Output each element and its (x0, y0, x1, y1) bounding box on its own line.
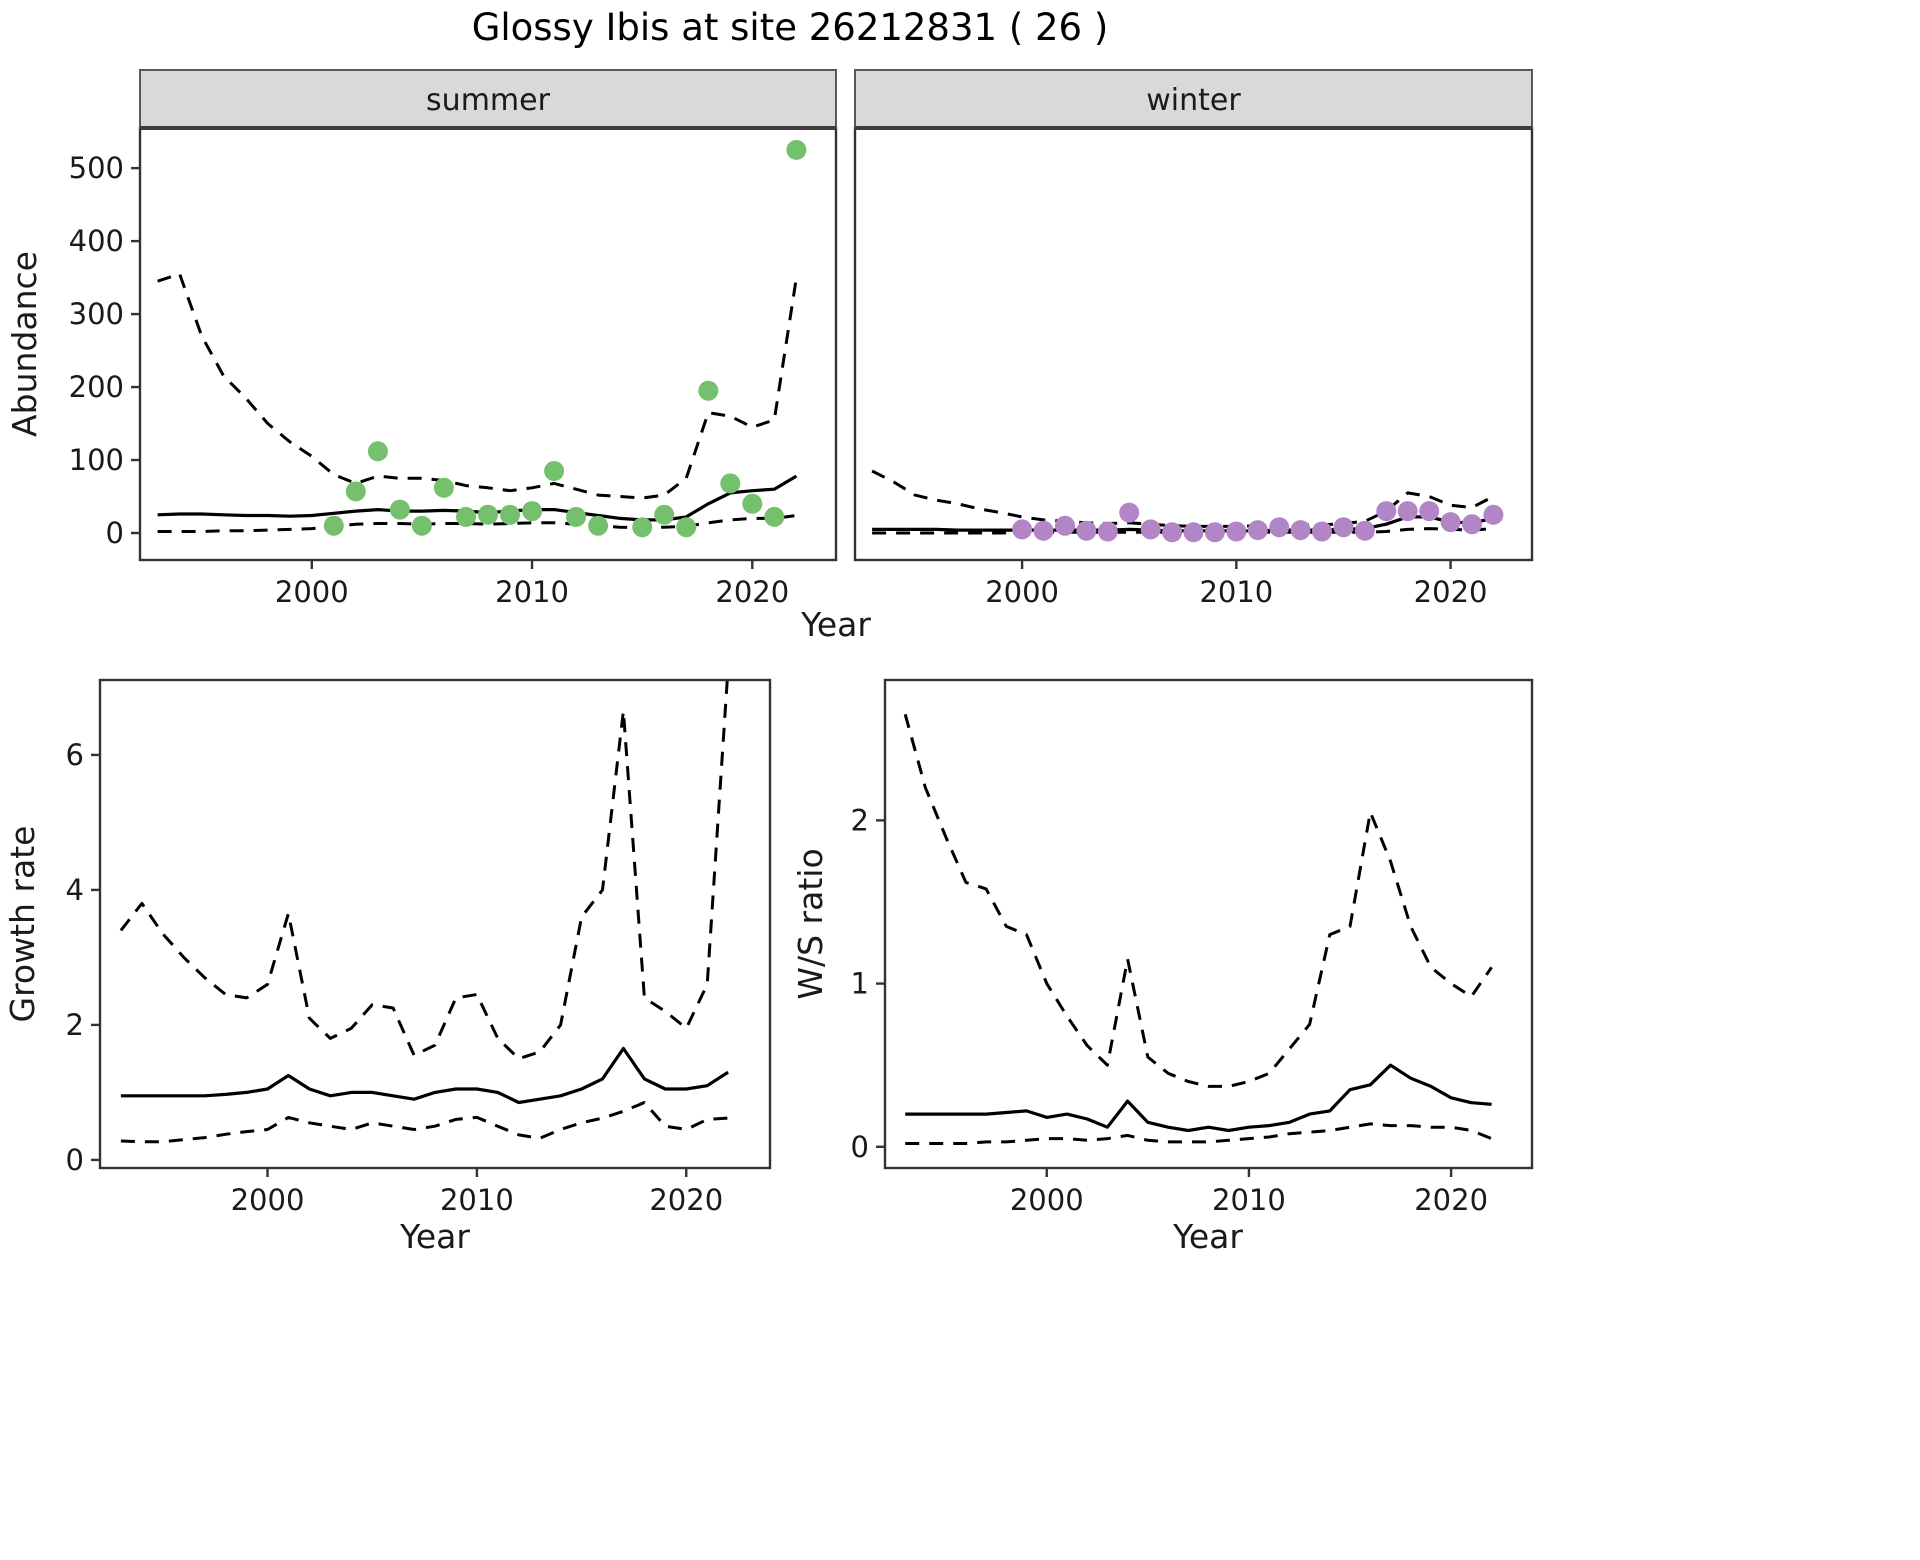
observation-point (345, 481, 366, 502)
observation-point (367, 441, 388, 462)
fit-line (905, 1063, 1492, 1133)
observation-point (1226, 521, 1247, 542)
ci-lower-line (120, 1101, 729, 1144)
y-tick-label: 100 (69, 443, 124, 477)
y-tick-label: 300 (69, 297, 124, 331)
fit-line (872, 515, 1494, 533)
observation-point (500, 504, 520, 525)
observation-point (588, 515, 609, 536)
observation-point (1140, 519, 1161, 540)
observation-point (742, 493, 763, 514)
facet-strip (854, 69, 1533, 129)
y-axis-title: Abundance (5, 251, 44, 437)
panel-background (855, 128, 1532, 560)
observation-point (632, 517, 653, 538)
observation-point (1055, 515, 1075, 536)
observation-point (1397, 501, 1418, 522)
y-axis-title: W/S ratio (791, 848, 830, 999)
x-tick-label: 2010 (495, 575, 569, 609)
figure-title: Glossy Ibis at site 26212831 ( 26 ) (471, 6, 1109, 49)
x-tick-label: 2010 (440, 1183, 514, 1217)
panel-border (883, 678, 1534, 1170)
panel-border (98, 678, 772, 1170)
y-tick-label: 6 (66, 738, 84, 772)
fit-line (157, 474, 798, 522)
y-tick-label: 2 (66, 1008, 84, 1042)
facet-strip-label: winter (1146, 83, 1241, 118)
observation-point (544, 461, 565, 481)
observation-point (566, 506, 587, 527)
x-axis-title: Year (1172, 1217, 1243, 1256)
observation-point (676, 517, 697, 538)
observation-point (1419, 501, 1440, 522)
observation-point (1097, 521, 1118, 542)
observation-point (389, 499, 410, 520)
observation-point (1183, 522, 1204, 543)
observation-point (456, 506, 476, 527)
y-tick-label: 1 (851, 967, 869, 1001)
ci-lower-line (905, 1122, 1493, 1145)
ci-upper-line (119, 680, 729, 1061)
ci-lower-line (872, 527, 1494, 535)
ci-upper-line (157, 272, 798, 500)
x-tick-label: 2020 (1414, 575, 1488, 609)
observation-point (1312, 521, 1332, 542)
observation-point (1162, 522, 1183, 543)
x-tick-label: 2020 (649, 1183, 723, 1217)
observation-point (1204, 522, 1225, 543)
panel-background (885, 680, 1532, 1168)
x-tick-label: 2000 (231, 1183, 305, 1217)
observation-point (720, 473, 741, 494)
x-axis-title: Year (800, 605, 871, 644)
observation-point (478, 504, 498, 525)
x-tick-label: 2020 (1414, 1183, 1488, 1217)
observation-point (1290, 520, 1311, 541)
observation-point (1012, 519, 1033, 540)
observation-point (786, 139, 807, 160)
panel-background (140, 128, 836, 560)
observation-point (1354, 520, 1375, 541)
observation-point (522, 501, 543, 522)
y-tick-label: 200 (69, 370, 124, 404)
x-tick-label: 2000 (985, 575, 1059, 609)
observation-point (1269, 517, 1290, 538)
observation-point (764, 506, 785, 527)
observation-point (1462, 514, 1482, 535)
observation-point (1333, 517, 1354, 538)
x-tick-label: 2000 (275, 575, 349, 609)
observation-point (411, 515, 432, 536)
observation-point (654, 504, 675, 525)
x-tick-label: 2010 (1212, 1183, 1286, 1217)
y-tick-label: 4 (66, 873, 84, 907)
y-tick-label: 0 (106, 516, 124, 550)
y-tick-label: 500 (69, 151, 124, 185)
observation-point (1033, 520, 1054, 541)
y-tick-label: 0 (66, 1143, 84, 1177)
x-tick-label: 2000 (1010, 1183, 1084, 1217)
facet-strip-label: summer (426, 83, 551, 118)
fit-line (120, 1046, 729, 1105)
observation-point (1076, 520, 1097, 541)
y-tick-label: 400 (69, 224, 124, 258)
ci-upper-line (903, 713, 1493, 1088)
observation-point (1247, 520, 1268, 541)
y-tick-label: 0 (851, 1130, 869, 1164)
x-tick-label: 2020 (715, 575, 789, 609)
observation-point (1440, 512, 1461, 533)
y-tick-label: 2 (851, 803, 869, 837)
x-tick-label: 2010 (1199, 575, 1273, 609)
observation-point (698, 380, 719, 401)
observation-point (323, 515, 344, 536)
x-axis-title: Year (399, 1217, 470, 1256)
y-axis-title: Growth rate (3, 826, 42, 1023)
observation-point (1483, 504, 1504, 525)
observation-point (1119, 502, 1140, 523)
observation-point (1376, 501, 1397, 522)
observation-point (433, 477, 454, 498)
